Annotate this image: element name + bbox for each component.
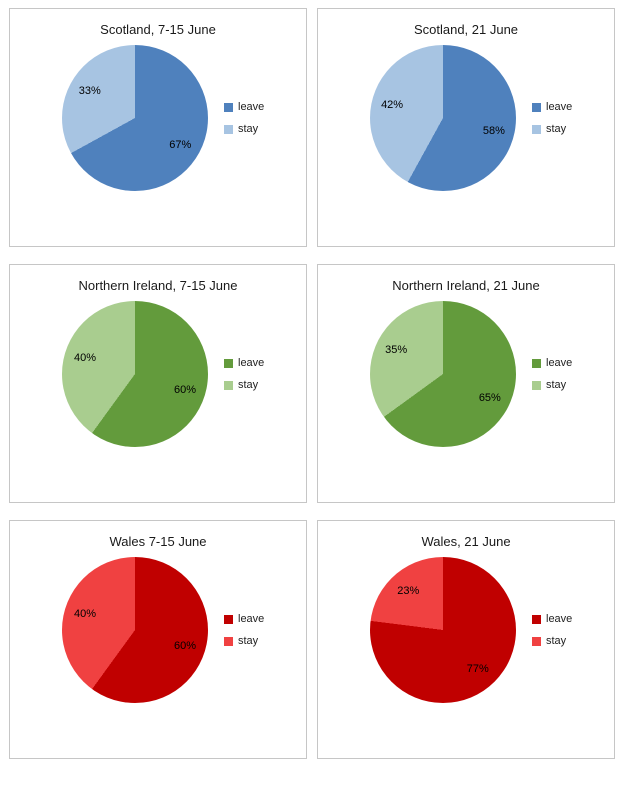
slice-label-leave: 60% (173, 384, 196, 397)
leave-color-swatch (224, 358, 233, 368)
leave-color-swatch (532, 358, 541, 368)
legend-item-stay: stay (224, 123, 264, 135)
legend-item-stay: stay (532, 635, 572, 647)
legend-item-leave: leave (224, 613, 264, 625)
legend-label-stay: stay (238, 635, 259, 647)
legend-label-leave: leave (546, 101, 573, 113)
legend-label-stay: stay (546, 123, 567, 135)
legend-label-leave: leave (238, 101, 265, 113)
stay-color-swatch (532, 124, 541, 134)
chart-legend: leave stay (224, 357, 264, 391)
slice-label-leave: 58% (482, 125, 505, 138)
legend-label-leave: leave (238, 613, 265, 625)
legend-item-stay: stay (224, 635, 264, 647)
legend-label-leave: leave (546, 357, 573, 369)
legend-label-stay: stay (238, 123, 259, 135)
slice-label-stay: 33% (78, 85, 101, 98)
slice-label-stay: 40% (73, 607, 97, 620)
legend-item-leave: leave (532, 357, 572, 369)
leave-color-swatch (532, 614, 541, 624)
legend-item-leave: leave (532, 613, 572, 625)
stay-color-swatch (532, 380, 541, 390)
legend-item-leave: leave (224, 101, 264, 113)
leave-color-swatch (532, 102, 541, 112)
chart-area: 77% 23% leave stay (318, 557, 614, 703)
chart-legend: leave stay (532, 613, 572, 647)
legend-item-stay: stay (532, 123, 572, 135)
legend-item-leave: leave (224, 357, 264, 369)
legend-label-stay: stay (546, 379, 567, 391)
stay-color-swatch (224, 380, 233, 390)
legend-label-stay: stay (546, 635, 567, 647)
legend-item-leave: leave (532, 101, 572, 113)
slice-label-stay: 40% (73, 351, 97, 364)
pie-chart (62, 557, 208, 703)
chart-legend: leave stay (532, 357, 572, 391)
chart-legend: leave stay (224, 613, 264, 647)
pie-chart (370, 557, 516, 703)
chart-title: Scotland, 21 June (413, 22, 519, 37)
charts-grid: Scotland, 7-15 June 67% 33% leave stay S… (9, 8, 615, 759)
chart-area: 58% 42% leave stay (318, 45, 614, 191)
chart-area: 60% 40% leave stay (10, 557, 306, 703)
legend-label-leave: leave (546, 613, 573, 625)
legend-label-leave: leave (238, 357, 265, 369)
panel-northern-ireland-7-15: Northern Ireland, 7-15 June 60% 40% leav… (9, 264, 307, 503)
chart-area: 65% 35% leave stay (318, 301, 614, 447)
panel-wales-7-15: Wales 7-15 June 60% 40% leave stay (9, 520, 307, 759)
chart-title: Northern Ireland, 21 June (392, 278, 540, 293)
panel-northern-ireland-21: Northern Ireland, 21 June 65% 35% leave … (317, 264, 615, 503)
slice-label-stay: 23% (397, 584, 420, 597)
pie-chart (62, 301, 208, 447)
stay-color-swatch (224, 124, 233, 134)
chart-legend: leave stay (532, 101, 572, 135)
chart-title: Wales, 21 June (421, 534, 511, 549)
slice-label-leave: 65% (478, 391, 501, 404)
leave-color-swatch (224, 102, 233, 112)
panel-wales-21: Wales, 21 June 77% 23% leave stay (317, 520, 615, 759)
pie-chart (370, 301, 516, 447)
pie-chart (62, 45, 208, 191)
slice-label-stay: 35% (385, 344, 408, 357)
panel-scotland-7-15: Scotland, 7-15 June 67% 33% leave stay (9, 8, 307, 247)
chart-title: Scotland, 7-15 June (100, 22, 216, 37)
legend-item-stay: stay (224, 379, 264, 391)
chart-legend: leave stay (224, 101, 264, 135)
slice-label-stay: 42% (381, 98, 404, 111)
chart-area: 67% 33% leave stay (10, 45, 306, 191)
panel-scotland-21: Scotland, 21 June 58% 42% leave stay (317, 8, 615, 247)
slice-label-leave: 77% (466, 663, 489, 676)
leave-color-swatch (224, 614, 233, 624)
slice-label-leave: 60% (173, 640, 196, 653)
chart-area: 60% 40% leave stay (10, 301, 306, 447)
legend-label-stay: stay (238, 379, 259, 391)
stay-color-swatch (224, 636, 233, 646)
chart-title: Northern Ireland, 7-15 June (78, 278, 238, 293)
stay-color-swatch (532, 636, 541, 646)
pie-chart (370, 45, 516, 191)
chart-title: Wales 7-15 June (109, 534, 207, 549)
slice-label-leave: 67% (169, 138, 192, 151)
legend-item-stay: stay (532, 379, 572, 391)
